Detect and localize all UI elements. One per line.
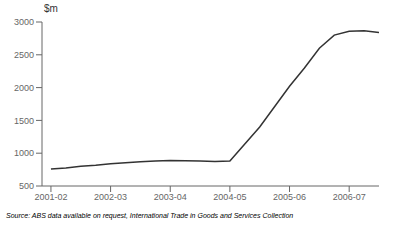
svg-text:2000: 2000 — [14, 83, 34, 93]
html-text:$m: $m — [44, 3, 58, 14]
svg-text:2004-05: 2004-05 — [213, 192, 246, 202]
svg-text:3000: 3000 — [14, 17, 34, 27]
svg-text:500: 500 — [19, 181, 34, 191]
svg-text:2500: 2500 — [14, 50, 34, 60]
svg-text:1500: 1500 — [14, 116, 34, 126]
svg-text:2001-02: 2001-02 — [34, 192, 67, 202]
svg-text:1000: 1000 — [14, 148, 34, 158]
svg-text:2003-04: 2003-04 — [154, 192, 187, 202]
svg-text:2006-07: 2006-07 — [333, 192, 366, 202]
svg-text:2005-06: 2005-06 — [273, 192, 306, 202]
svg-text:2002-03: 2002-03 — [94, 192, 127, 202]
html-text:Source: ABS data available on: Source: ABS data available on request, I… — [6, 212, 294, 219]
